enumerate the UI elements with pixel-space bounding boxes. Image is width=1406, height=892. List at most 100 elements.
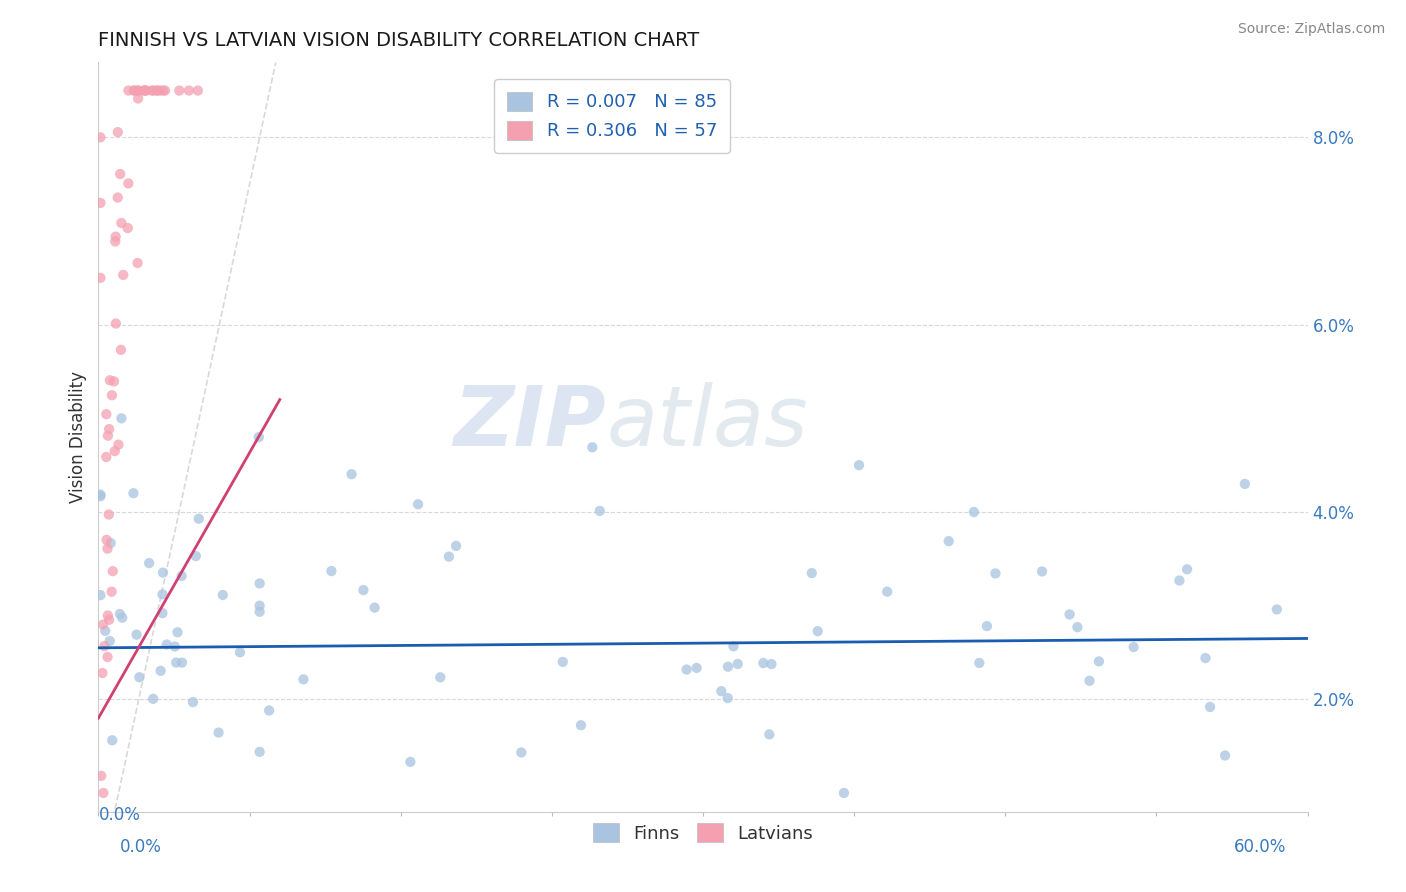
Point [104,229,127,244]
Point [91,666,114,681]
Point [104,235,127,249]
Point [96,450,118,464]
Point [100,584,122,599]
Point [177,83,200,97]
Point [1233,476,1256,491]
Point [142,83,165,97]
Point [89,588,111,602]
Point [141,83,163,97]
Point [107,190,129,204]
Point [96,650,118,665]
Point [340,467,363,482]
Point [117,221,139,235]
Point [166,625,188,640]
Point [98,373,121,387]
Point [984,566,1007,581]
Point [832,786,855,800]
Point [152,587,174,601]
Point [156,638,179,652]
Point [249,576,271,591]
Point [717,659,740,673]
Point [96,533,118,547]
Point [101,388,124,402]
Point [152,83,174,97]
Point [181,695,204,709]
Point [104,444,127,458]
Point [93,639,115,653]
Point [976,619,998,633]
Point [117,177,139,191]
Point [187,511,209,525]
Point [352,583,374,598]
Point [127,83,149,97]
Point [111,610,134,624]
Point [122,83,145,97]
Point [170,569,193,583]
Point [153,83,176,97]
Point [717,691,740,706]
Point [170,656,193,670]
Point [134,83,156,97]
Legend: Finns, Latvians: Finns, Latvians [581,810,825,855]
Point [938,534,960,549]
Point [98,634,121,648]
Point [249,599,271,613]
Point [93,786,115,800]
Text: 0.0%: 0.0% [120,838,162,855]
Point [110,411,132,425]
Point [399,755,422,769]
Point [963,505,986,519]
Point [247,430,270,444]
Point [752,656,775,670]
Point [510,746,533,760]
Text: atlas: atlas [606,382,808,463]
Point [1168,574,1191,588]
Point [89,487,111,501]
Point [675,663,697,677]
Point [1066,620,1088,634]
Point [429,670,451,684]
Point [969,656,991,670]
Point [229,645,252,659]
Point [406,497,429,511]
Point [122,486,145,500]
Point [727,657,749,671]
Point [132,83,155,97]
Point [761,657,783,672]
Point [142,691,165,706]
Point [128,670,150,684]
Point [138,556,160,570]
Point [581,440,603,454]
Point [257,703,280,717]
Point [876,584,898,599]
Point [101,564,124,578]
Point [1088,654,1111,668]
Point [127,83,149,97]
Point [97,508,120,522]
Point [107,437,129,451]
Text: 0.0%: 0.0% [98,805,141,823]
Point [108,607,131,621]
Point [108,167,131,181]
Point [589,504,612,518]
Point [444,539,467,553]
Point [249,745,271,759]
Point [1059,607,1081,622]
Point [1122,640,1144,654]
Point [807,624,830,639]
Point [122,83,145,97]
Point [145,83,167,97]
Point [207,725,229,739]
Point [710,684,733,698]
Point [100,536,122,550]
Point [685,661,707,675]
Point [211,588,233,602]
Point [1265,602,1288,616]
Point [103,375,125,389]
Point [97,608,120,623]
Point [163,640,186,654]
Point [551,655,574,669]
Point [1031,565,1053,579]
Point [1199,700,1222,714]
Point [149,83,172,97]
